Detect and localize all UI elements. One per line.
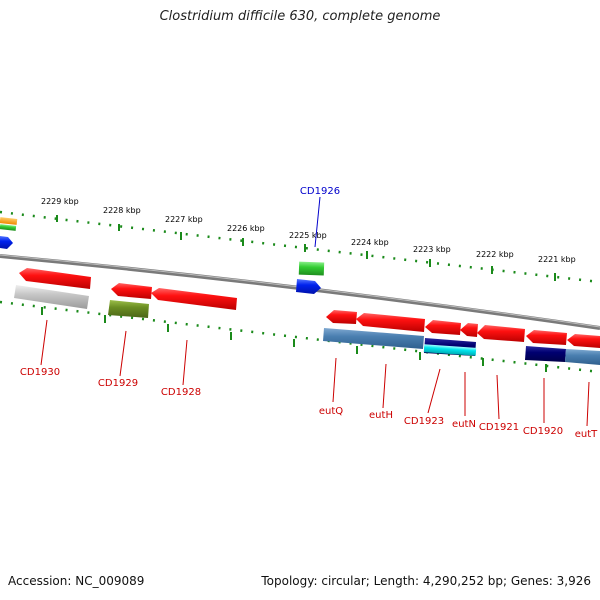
scale-label: 2224 kbp xyxy=(351,238,389,247)
gene-label[interactable]: CD1926 xyxy=(300,186,340,197)
cog-feature-orange xyxy=(0,217,18,225)
gene-arrows-reverse xyxy=(19,268,600,348)
gene-label[interactable]: CD1929 xyxy=(98,378,138,389)
gene-label[interactable]: CD1920 xyxy=(523,426,563,437)
cog-feature-green xyxy=(298,261,325,276)
gene-label[interactable]: eutQ xyxy=(319,406,343,417)
page-title: Clostridium difficile 630, complete geno… xyxy=(159,9,441,24)
scale-ticks-lower xyxy=(0,300,600,374)
scale-labels: 2229 kbp 2228 kbp 2227 kbp 2226 kbp 2225… xyxy=(41,197,576,264)
accession-text: Accession: NC_009089 xyxy=(8,574,145,588)
gene-label[interactable]: CD1921 xyxy=(479,422,519,433)
scale-label: 2221 kbp xyxy=(538,255,576,264)
gene-arrow-CD1923[interactable] xyxy=(425,320,461,335)
leader-line-CD1921 xyxy=(496,374,500,420)
leader-line-CD1928 xyxy=(182,339,188,386)
gene-label[interactable]: eutT xyxy=(575,429,598,440)
cog-feature-blue xyxy=(323,328,424,349)
gene-arrow-CD1929[interactable] xyxy=(111,283,152,299)
label-leaders xyxy=(40,319,590,427)
leader-line-CD1926 xyxy=(314,196,321,248)
gene-label[interactable]: eutH xyxy=(369,410,393,421)
cog-feature-cyan xyxy=(423,344,477,356)
scale-label: 2223 kbp xyxy=(413,245,451,254)
gene-label[interactable]: eutN xyxy=(452,419,476,430)
cog-feature-olive xyxy=(108,300,149,318)
cog-feature-gray xyxy=(14,285,89,309)
gene-CD1926[interactable] xyxy=(296,261,325,294)
cog-feature-navy xyxy=(525,346,566,362)
gene-arrow-CD1921[interactable] xyxy=(477,325,525,342)
gene-label[interactable]: CD1923 xyxy=(404,416,444,427)
gene-arrow-eutQ[interactable] xyxy=(326,310,357,324)
leader-line-CD1930 xyxy=(40,319,48,366)
gene-arrow-eutH[interactable] xyxy=(356,313,425,332)
gene-arrow-CD1920[interactable] xyxy=(526,330,567,345)
gene-label[interactable]: CD1930 xyxy=(20,367,60,378)
gene-arrow-eutT[interactable] xyxy=(567,334,600,348)
leader-line-CD1923 xyxy=(427,368,441,414)
gene-labels: CD1930 CD1929 CD1928 CD1926 eutQ eutH CD… xyxy=(20,186,598,440)
gene-arrow-eutN[interactable] xyxy=(460,323,478,337)
leader-line-CD1929 xyxy=(119,330,127,377)
gene-arrow-CD1930[interactable] xyxy=(19,268,91,289)
cog-feature-blue xyxy=(565,349,600,365)
cog-feature-green xyxy=(0,224,17,231)
gene-arrow-partial xyxy=(0,236,13,249)
scale-label: 2228 kbp xyxy=(103,206,141,215)
gene-label[interactable]: CD1928 xyxy=(161,387,201,398)
scale-label: 2226 kbp xyxy=(227,224,265,233)
leader-line-eutQ xyxy=(332,357,337,403)
leader-line-eutH xyxy=(382,363,387,409)
gene-arrow xyxy=(296,279,321,294)
scale-label: 2229 kbp xyxy=(41,197,79,206)
cog-bars-reverse xyxy=(14,285,600,365)
scale-label: 2227 kbp xyxy=(165,215,203,224)
gene-arrow-CD1928[interactable] xyxy=(151,288,237,310)
genome-stats-text: Topology: circular; Length: 4,290,252 bp… xyxy=(261,574,591,588)
scale-label: 2222 kbp xyxy=(476,250,514,259)
leader-line-eutT xyxy=(586,381,590,427)
scale-label: 2225 kbp xyxy=(289,231,327,240)
scale-ticks-upper xyxy=(0,210,600,284)
